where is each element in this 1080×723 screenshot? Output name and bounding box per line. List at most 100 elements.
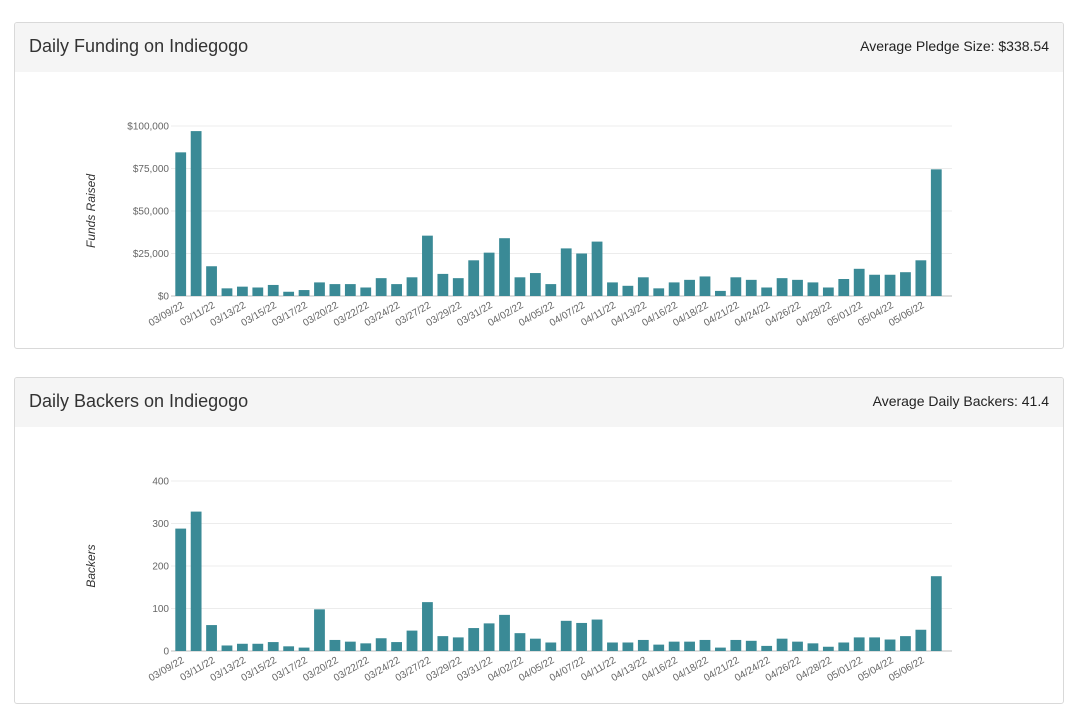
funding-bar (853, 268, 865, 296)
backers-bar (745, 640, 757, 651)
funding-bar (560, 248, 572, 296)
backers-bar (560, 620, 572, 651)
funding-bar (499, 238, 510, 296)
average-daily-backers: Average Daily Backers: 41.4 (872, 393, 1049, 409)
backers-bar (792, 641, 803, 651)
backers-y-tick-label: 300 (152, 519, 169, 530)
backers-bar (514, 633, 526, 651)
backers-bar (529, 638, 541, 651)
backers-bar (221, 645, 233, 651)
backers-y-tick-label: 100 (152, 604, 169, 615)
funding-bar (206, 266, 217, 296)
backers-panel: Daily Backers on Indiegogo Average Daily… (14, 377, 1064, 704)
backers-bar (869, 637, 881, 651)
backers-bar (684, 641, 695, 651)
backers-bar (206, 625, 217, 651)
backers-bar (761, 645, 773, 651)
funding-bar (761, 287, 773, 296)
funding-bar (822, 287, 834, 296)
backers-y-axis-label: Backers (84, 544, 98, 587)
funding-bar (730, 277, 742, 296)
funding-bar (514, 277, 526, 296)
backers-bar (375, 638, 387, 651)
funding-bar (437, 273, 449, 296)
funding-bar (175, 152, 187, 296)
backers-bar (853, 637, 865, 651)
funding-bar (190, 131, 202, 296)
funding-bar (792, 279, 803, 296)
backers-y-tick-label: 200 (152, 562, 169, 573)
backers-bar (344, 641, 356, 651)
funding-bar (406, 277, 418, 296)
funding-bar (607, 282, 618, 296)
backers-bar (252, 643, 264, 651)
funding-bar (915, 260, 927, 296)
backers-bar (900, 636, 911, 651)
funding-bar (930, 169, 942, 296)
funding-bar (637, 277, 649, 296)
backers-bar (283, 646, 295, 651)
backers-bar (576, 622, 588, 651)
funding-bar (668, 282, 680, 296)
backers-bar (452, 637, 464, 651)
funding-bar (252, 287, 264, 296)
funding-bar (452, 278, 464, 296)
funding-bar (267, 284, 279, 296)
funding-y-tick-label: $100,000 (127, 122, 169, 133)
backers-bar (699, 639, 711, 651)
funding-bar (591, 241, 603, 296)
backers-panel-header: Daily Backers on Indiegogo Average Daily… (15, 378, 1063, 427)
funding-bar (745, 279, 757, 296)
funding-bar (776, 278, 788, 296)
backers-bar (776, 638, 788, 651)
backers-y-tick-label: 400 (152, 477, 169, 488)
backers-bar (175, 528, 187, 651)
backers-bar (591, 619, 603, 651)
funding-bar (236, 286, 248, 296)
funding-y-axis-label: Funds Raised (84, 174, 98, 248)
funding-panel-header: Daily Funding on Indiegogo Average Pledg… (15, 23, 1063, 72)
funding-bar (221, 288, 233, 296)
backers-bar (653, 644, 665, 651)
funding-bar (684, 279, 695, 296)
backers-bar (422, 602, 433, 651)
backers-bar (637, 639, 649, 651)
backers-bar (298, 647, 310, 651)
backers-bar (314, 609, 325, 651)
funding-bar (344, 284, 356, 296)
funding-bar (529, 273, 541, 296)
funding-bar-chart: $0 $25,000 $50,000 $75,000 $100,000 Funds Rai… (84, 122, 952, 329)
backers-bar (668, 641, 680, 651)
backers-bar (406, 630, 418, 651)
funding-bar (838, 279, 850, 296)
backers-bar (190, 511, 202, 651)
funding-y-tick-label: $75,000 (133, 164, 170, 175)
backers-bar (730, 639, 742, 651)
backers-bar (437, 636, 449, 651)
backers-bar (499, 614, 510, 651)
funding-bar (545, 284, 557, 296)
backers-bar (715, 647, 726, 651)
funding-bar (622, 285, 634, 296)
funding-bar (283, 291, 295, 296)
funding-bar (298, 290, 310, 296)
backers-bar (468, 628, 480, 651)
backers-bar (915, 629, 927, 651)
backers-bar (838, 642, 850, 651)
funding-bar (715, 290, 726, 296)
backers-bar (930, 576, 942, 651)
backers-bar (807, 643, 819, 651)
backers-bar (329, 639, 341, 651)
funding-bar (468, 260, 480, 296)
funding-panel-title: Daily Funding on Indiegogo (29, 36, 249, 56)
funding-bar (360, 287, 372, 296)
backers-bar (483, 623, 495, 651)
funding-panel: Daily Funding on Indiegogo Average Pledg… (14, 22, 1064, 349)
funding-bar (884, 274, 896, 296)
backers-bar (622, 642, 634, 651)
funding-bar (653, 288, 665, 296)
average-pledge-size: Average Pledge Size: $338.54 (860, 38, 1049, 54)
funding-y-tick-label: $25,000 (133, 249, 170, 260)
funding-bar (900, 272, 911, 296)
backers-bar (822, 646, 834, 651)
